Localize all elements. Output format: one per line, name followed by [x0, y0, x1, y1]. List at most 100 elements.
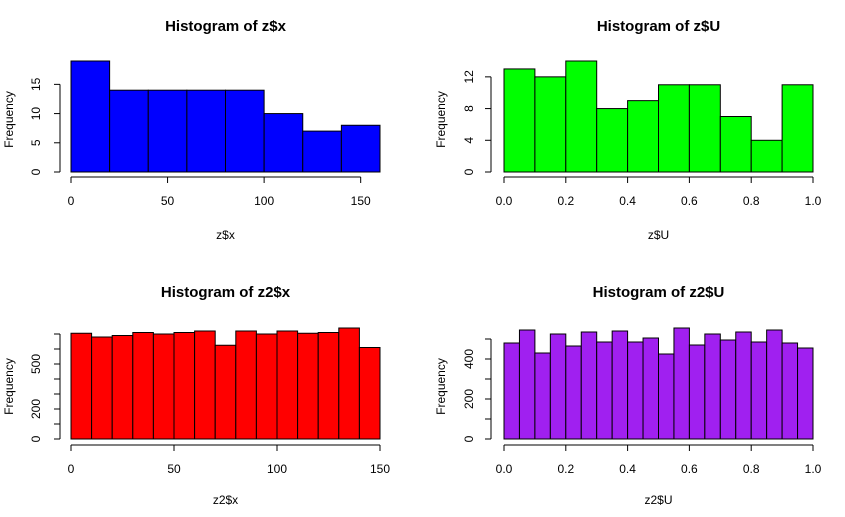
y-axis-label: Frequency	[2, 358, 16, 415]
histogram-bar	[688, 84, 721, 173]
y-tick-label: 15	[29, 77, 43, 91]
histogram-panel-4: Histogram of z2$U 0.0 0.2 0.4 0.6 0.8 1.0 0 200 4…	[434, 284, 822, 507]
y-tick-label: 200	[29, 399, 43, 419]
histogram-bar	[214, 344, 237, 440]
x-tick-label: 0	[68, 462, 75, 476]
histogram-panel-3: Histogram of z2$x 0 50 100 150 0 200 500 z2$x Fre…	[2, 284, 390, 507]
histogram-bar	[297, 332, 319, 440]
y-axis-label: Frequency	[434, 358, 448, 415]
histogram-bar	[534, 76, 567, 173]
x-tick-label: 0.0	[496, 462, 513, 476]
histogram-bar	[225, 89, 265, 173]
y-tick-label: 5	[29, 139, 43, 146]
histogram-bar	[132, 332, 154, 440]
chart-title: Histogram of z$U	[597, 18, 720, 35]
x-tick-label: 0.4	[619, 462, 636, 476]
x-tick-label: 1.0	[805, 194, 822, 208]
y-tick-label: 8	[462, 105, 476, 112]
histogram-bar	[186, 89, 226, 173]
histogram-bar	[704, 333, 721, 440]
histogram-bar	[263, 113, 304, 173]
histogram-bar	[276, 330, 299, 440]
y-tick-label: 0	[29, 168, 43, 175]
x-tick-label: 100	[267, 462, 287, 476]
histogram-bar	[611, 330, 629, 440]
histogram-panel-2: Histogram of z$U 0.0 0.2 0.4 0.6 0.8 1.0 0 4 8 12 z…	[434, 18, 822, 242]
histogram-bar	[565, 60, 598, 173]
x-tick-label: 0.8	[743, 462, 760, 476]
y-tick-label: 12	[462, 70, 476, 84]
x-axis-label: z$U	[648, 228, 669, 242]
x-tick-label: 150	[351, 194, 371, 208]
histogram-bar	[503, 68, 536, 173]
histogram-bar	[658, 353, 675, 440]
x-axis-label: z$x	[216, 228, 235, 242]
x-tick-label: 0.8	[743, 194, 760, 208]
histogram-bar	[673, 327, 690, 440]
y-tick-label: 0	[462, 168, 476, 175]
x-tick-label: 0.4	[619, 194, 636, 208]
histogram-bar	[340, 124, 381, 173]
histogram-bar	[358, 347, 381, 440]
histogram-bar	[111, 335, 134, 440]
histogram-bar	[719, 339, 737, 440]
histogram-bar	[797, 347, 814, 440]
histogram-bar	[534, 352, 551, 440]
histogram-bar	[255, 333, 278, 440]
y-axis-label: Frequency	[2, 91, 16, 148]
histogram-bar	[549, 333, 567, 440]
histogram-bar	[688, 344, 706, 440]
histogram-bar	[70, 60, 111, 173]
histogram-bar	[781, 84, 814, 173]
histogram-bar	[596, 108, 629, 173]
histogram-bar	[235, 330, 257, 440]
histogram-bar	[735, 331, 752, 440]
chart-title: Histogram of z2$x	[161, 284, 291, 301]
histogram-bar	[194, 330, 216, 440]
histogram-bar	[173, 332, 196, 440]
histogram-bar	[627, 341, 644, 440]
histogram-bar	[70, 332, 93, 440]
histogram-bar	[781, 342, 799, 440]
x-tick-label: 0	[68, 194, 75, 208]
x-tick-label: 0.2	[557, 194, 574, 208]
histogram-bar	[503, 342, 520, 440]
x-tick-label: 0.6	[681, 194, 698, 208]
histogram-bar	[518, 329, 536, 440]
histogram-bar	[627, 100, 659, 173]
x-tick-label: 0.2	[557, 462, 574, 476]
chart-title: Histogram of z2$U	[593, 284, 725, 301]
histogram-bar	[147, 89, 188, 173]
y-tick-label: 200	[462, 389, 476, 409]
x-axis-label: z2$x	[213, 493, 238, 507]
histogram-bar	[565, 345, 582, 440]
x-tick-label: 150	[370, 462, 390, 476]
x-tick-label: 50	[161, 194, 175, 208]
histogram-bar	[152, 333, 175, 440]
y-axis-label: Frequency	[434, 91, 448, 148]
y-tick-label: 400	[462, 349, 476, 369]
histogram-bar	[302, 130, 342, 173]
x-tick-label: 100	[254, 194, 274, 208]
histogram-bar	[580, 331, 598, 440]
histogram-bar	[338, 327, 360, 440]
x-tick-label: 50	[167, 462, 181, 476]
histogram-bar	[766, 329, 783, 440]
x-tick-label: 0.6	[681, 462, 698, 476]
y-tick-label: 4	[462, 137, 476, 144]
histogram-bar	[719, 116, 752, 173]
histogram-bar	[91, 336, 113, 440]
histogram-bar	[750, 139, 783, 173]
x-tick-label: 1.0	[805, 462, 822, 476]
x-axis-label: z2$U	[644, 493, 672, 507]
chart-title: Histogram of z$x	[165, 18, 287, 35]
y-tick-label: 500	[29, 354, 43, 374]
histogram-bar	[658, 84, 690, 173]
y-tick-label: 0	[462, 435, 476, 442]
histogram-bar	[750, 341, 768, 440]
y-tick-label: 10	[29, 107, 43, 121]
histogram-bar	[596, 341, 613, 440]
x-tick-label: 0.0	[496, 194, 513, 208]
y-tick-label: 0	[29, 435, 43, 442]
